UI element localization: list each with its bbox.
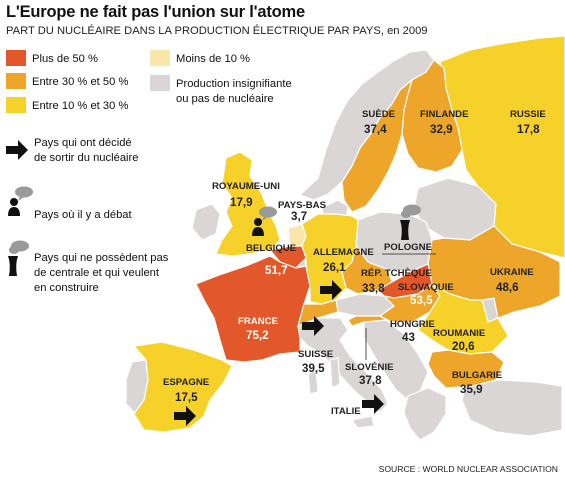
country-ireland (191, 203, 221, 241)
label-russie-value: 17,8 (517, 123, 540, 136)
cooling-tower-smoke-icon (400, 204, 421, 240)
label-pologne-name: POLOGNE (384, 242, 433, 253)
country-labels: ROYAUME-UNI 17,9 PAYS-BAS 3,7 BELGIQUE 5… (163, 108, 546, 417)
label-finlande-name: FINLANDE (420, 109, 469, 120)
label-russie-name: RUSSIE (510, 109, 546, 120)
label-royaume-uni-value: 17,9 (230, 196, 253, 209)
arrow-right-icon (362, 394, 384, 414)
map-base-land (125, 49, 563, 441)
legend-symbols: Pays qui ont décidé de sortir du nucléai… (6, 137, 169, 294)
label-bulgarie-name: BULGARIE (452, 370, 503, 381)
label-belgique-value: 51,7 (265, 264, 288, 277)
cooling-tower-smoke-icon (8, 240, 29, 276)
arrow-right-icon (320, 280, 342, 300)
legend-label-none-1: Production insignifiante (176, 78, 292, 90)
label-belgique-name: BELGIQUE (246, 243, 297, 254)
country-espagne (132, 341, 233, 433)
label-ukraine-name: UKRAINE (490, 267, 534, 278)
label-slovenie-name: SLOVÉNIE (345, 361, 394, 373)
label-suisse-name: SUISSE (298, 349, 334, 360)
island-sicily (350, 415, 375, 429)
country-royaume-uni (215, 151, 281, 257)
country-italie (297, 317, 389, 413)
label-roumanie-name: ROUMANIE (433, 328, 486, 339)
label-slovaquie-value: 53,5 (410, 294, 433, 307)
label-france-name: FRANCE (238, 316, 279, 327)
country-france (195, 255, 311, 363)
label-rep-tcheque-name: RÉP. TCHÈQUE (361, 267, 432, 279)
legend-swatch-from30to50 (6, 73, 26, 89)
label-espagne-name: ESPAGNE (163, 377, 210, 388)
island-sardinia (329, 357, 341, 389)
page-title: L'Europe ne fait pas l'union sur l'atome (6, 3, 305, 21)
country-turkey (461, 379, 563, 437)
person-speech-bubble-icon (8, 186, 33, 216)
legend-label-exit-1: Pays qui ont décidé (34, 137, 132, 149)
country-suede (341, 78, 414, 213)
map-colored-countries (132, 35, 565, 433)
legend-swatch-none (150, 75, 170, 91)
label-france-value: 75,2 (246, 329, 269, 342)
arrow-right-icon (174, 406, 196, 426)
label-rep-tcheque-value: 33,8 (362, 282, 385, 295)
legend-label-build-3: en construire (34, 282, 99, 294)
legend-label-none-2: ou pas de nucléaire (176, 93, 274, 105)
island-corsica (307, 369, 319, 395)
label-hongrie-value: 43 (402, 331, 415, 344)
legend-label-exit-2: de sortir du nucléaire (34, 152, 138, 164)
label-hongrie-name: HONGRIE (390, 319, 435, 330)
label-pays-bas-value: 3,7 (291, 210, 307, 223)
legend-label-build-2: de centrale et qui veulent (34, 267, 160, 279)
legend-label-over50: Plus de 50 % (32, 53, 98, 65)
label-ukraine-value: 48,6 (496, 281, 519, 294)
label-royaume-uni-name: ROYAUME-UNI (212, 181, 280, 192)
label-slovenie-value: 37,8 (359, 374, 382, 387)
label-pays-bas-name: PAYS-BAS (278, 200, 327, 211)
legend-label-from10to30: Entre 10 % et 30 % (32, 100, 128, 112)
arrow-right-icon (6, 140, 28, 160)
label-suede-name: SUÈDE (362, 108, 396, 120)
person-speech-bubble-icon (252, 206, 277, 236)
page-subtitle: PART DU NUCLÉAIRE DANS LA PRODUCTION ÉLE… (6, 24, 428, 37)
label-suede-value: 37,4 (364, 123, 387, 136)
label-italie-name: ITALIE (331, 406, 361, 417)
source-note: SOURCE : WORLD NUCLEAR ASSOCIATION (379, 464, 558, 474)
label-allemagne-value: 26,1 (323, 261, 346, 274)
label-roumanie-value: 20,6 (452, 340, 475, 353)
label-finlande-value: 32,9 (430, 123, 453, 136)
legend-swatch-from10to30 (6, 97, 26, 113)
legend-label-debate: Pays où il y a débat (34, 209, 133, 221)
label-bulgarie-value: 35,9 (460, 383, 483, 396)
legend-label-under10: Moins de 10 % (176, 53, 250, 65)
country-slovenie (347, 315, 388, 327)
legend-swatch-over50 (6, 50, 26, 66)
country-rep-tcheque (341, 244, 393, 295)
label-allemagne-name: ALLEMAGNE (313, 247, 374, 258)
map-markers (174, 204, 421, 426)
country-bulgarie (427, 349, 505, 389)
legend-colors: Plus de 50 % Entre 30 % et 50 % Entre 10… (6, 50, 292, 113)
country-greece (403, 387, 447, 441)
legend-swatch-under10 (150, 50, 170, 66)
label-suisse-value: 39,5 (302, 362, 325, 375)
label-slovaquie-name: SLOVAQUIE (398, 282, 454, 293)
arrow-right-icon (302, 316, 324, 336)
label-espagne-value: 17,5 (175, 391, 198, 404)
country-suisse (297, 299, 339, 328)
legend-label-from30to50: Entre 30 % et 50 % (32, 76, 128, 88)
legend-label-build-1: Pays qui ne possèdent pas (34, 252, 169, 264)
